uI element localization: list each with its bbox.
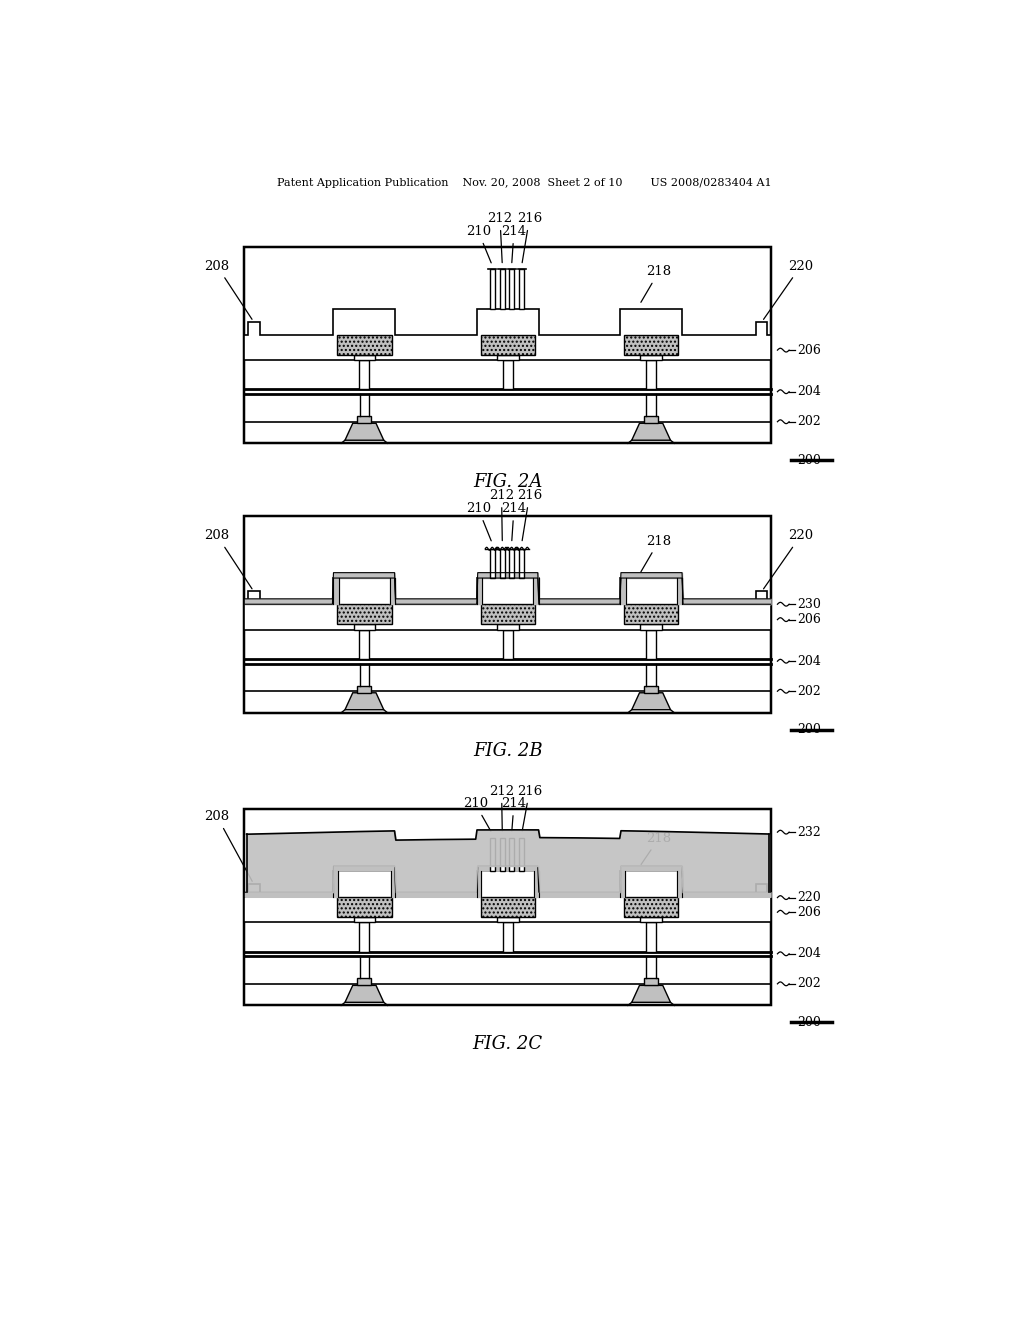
Bar: [359, 923, 370, 952]
Text: Patent Application Publication    Nov. 20, 2008  Sheet 2 of 10        US 2008/02: Patent Application Publication Nov. 20, …: [278, 178, 772, 187]
Bar: [245, 247, 771, 444]
Bar: [359, 360, 370, 389]
Bar: [503, 360, 513, 389]
Text: 212: 212: [487, 213, 513, 263]
Text: 218: 218: [641, 265, 672, 302]
Text: 214: 214: [502, 502, 526, 541]
Text: 202: 202: [797, 977, 820, 990]
Text: 214: 214: [502, 224, 526, 263]
Text: 232: 232: [797, 825, 820, 838]
Bar: [357, 416, 372, 424]
Bar: [497, 917, 518, 923]
Bar: [359, 630, 370, 659]
Text: 202: 202: [797, 416, 820, 428]
Text: FIG. 2B: FIG. 2B: [473, 742, 543, 760]
Bar: [480, 335, 535, 355]
Bar: [509, 838, 514, 871]
Bar: [337, 896, 391, 917]
Bar: [519, 549, 524, 578]
Polygon shape: [345, 424, 384, 441]
Bar: [624, 896, 678, 917]
Bar: [245, 516, 771, 713]
Polygon shape: [245, 309, 771, 360]
Bar: [353, 355, 375, 360]
Bar: [644, 416, 658, 424]
Bar: [489, 838, 495, 871]
Text: FIG. 2C: FIG. 2C: [473, 1035, 543, 1053]
Text: 210: 210: [466, 502, 492, 541]
Bar: [624, 335, 678, 355]
Text: 202: 202: [797, 685, 820, 698]
Bar: [500, 268, 505, 309]
Text: 204: 204: [797, 385, 820, 399]
Text: 216: 216: [517, 490, 542, 541]
Bar: [644, 978, 658, 985]
Text: 200: 200: [797, 1016, 820, 1028]
Bar: [500, 549, 505, 578]
Polygon shape: [245, 871, 771, 923]
Polygon shape: [632, 985, 671, 1002]
Bar: [489, 549, 495, 578]
Bar: [519, 838, 524, 871]
Text: 206: 206: [797, 343, 820, 356]
Text: 210: 210: [463, 797, 490, 832]
Bar: [624, 605, 678, 624]
Text: 208: 208: [205, 810, 252, 882]
Polygon shape: [632, 424, 671, 441]
Bar: [640, 355, 662, 360]
Text: 212: 212: [489, 785, 514, 830]
Bar: [500, 838, 505, 871]
Bar: [337, 335, 391, 355]
Text: 208: 208: [205, 260, 252, 319]
Text: 218: 218: [641, 535, 672, 572]
Bar: [503, 923, 513, 952]
Text: 220: 220: [764, 260, 813, 319]
Bar: [353, 624, 375, 630]
Bar: [357, 686, 372, 693]
Bar: [480, 605, 535, 624]
Text: 214: 214: [502, 797, 526, 830]
Bar: [503, 630, 513, 659]
Text: 206: 206: [797, 906, 820, 919]
Bar: [497, 355, 518, 360]
Bar: [497, 624, 518, 630]
Bar: [480, 896, 535, 917]
Bar: [640, 624, 662, 630]
Text: FIG. 2A: FIG. 2A: [473, 473, 543, 491]
Polygon shape: [345, 985, 384, 1002]
Bar: [646, 360, 656, 389]
Text: 204: 204: [797, 655, 820, 668]
Bar: [353, 917, 375, 923]
Bar: [644, 686, 658, 693]
Text: 208: 208: [205, 529, 252, 589]
Bar: [245, 809, 771, 1006]
Polygon shape: [245, 578, 771, 630]
Text: 200: 200: [797, 454, 820, 467]
Text: 216: 216: [517, 785, 542, 832]
Bar: [519, 268, 524, 309]
Bar: [509, 549, 514, 578]
Bar: [646, 630, 656, 659]
Text: 200: 200: [797, 723, 820, 737]
Polygon shape: [345, 693, 384, 710]
Polygon shape: [632, 693, 671, 710]
Text: 218: 218: [641, 832, 672, 865]
Bar: [640, 917, 662, 923]
Text: 206: 206: [797, 612, 820, 626]
Bar: [337, 605, 391, 624]
Text: 210: 210: [466, 224, 492, 263]
Bar: [357, 978, 372, 985]
Text: 230: 230: [797, 598, 820, 611]
Bar: [489, 268, 495, 309]
Text: 216: 216: [517, 213, 542, 263]
Text: 212: 212: [489, 490, 514, 541]
Text: 220: 220: [797, 891, 820, 904]
Bar: [509, 268, 514, 309]
Text: 220: 220: [764, 529, 813, 589]
Bar: [646, 923, 656, 952]
Text: 204: 204: [797, 948, 820, 961]
